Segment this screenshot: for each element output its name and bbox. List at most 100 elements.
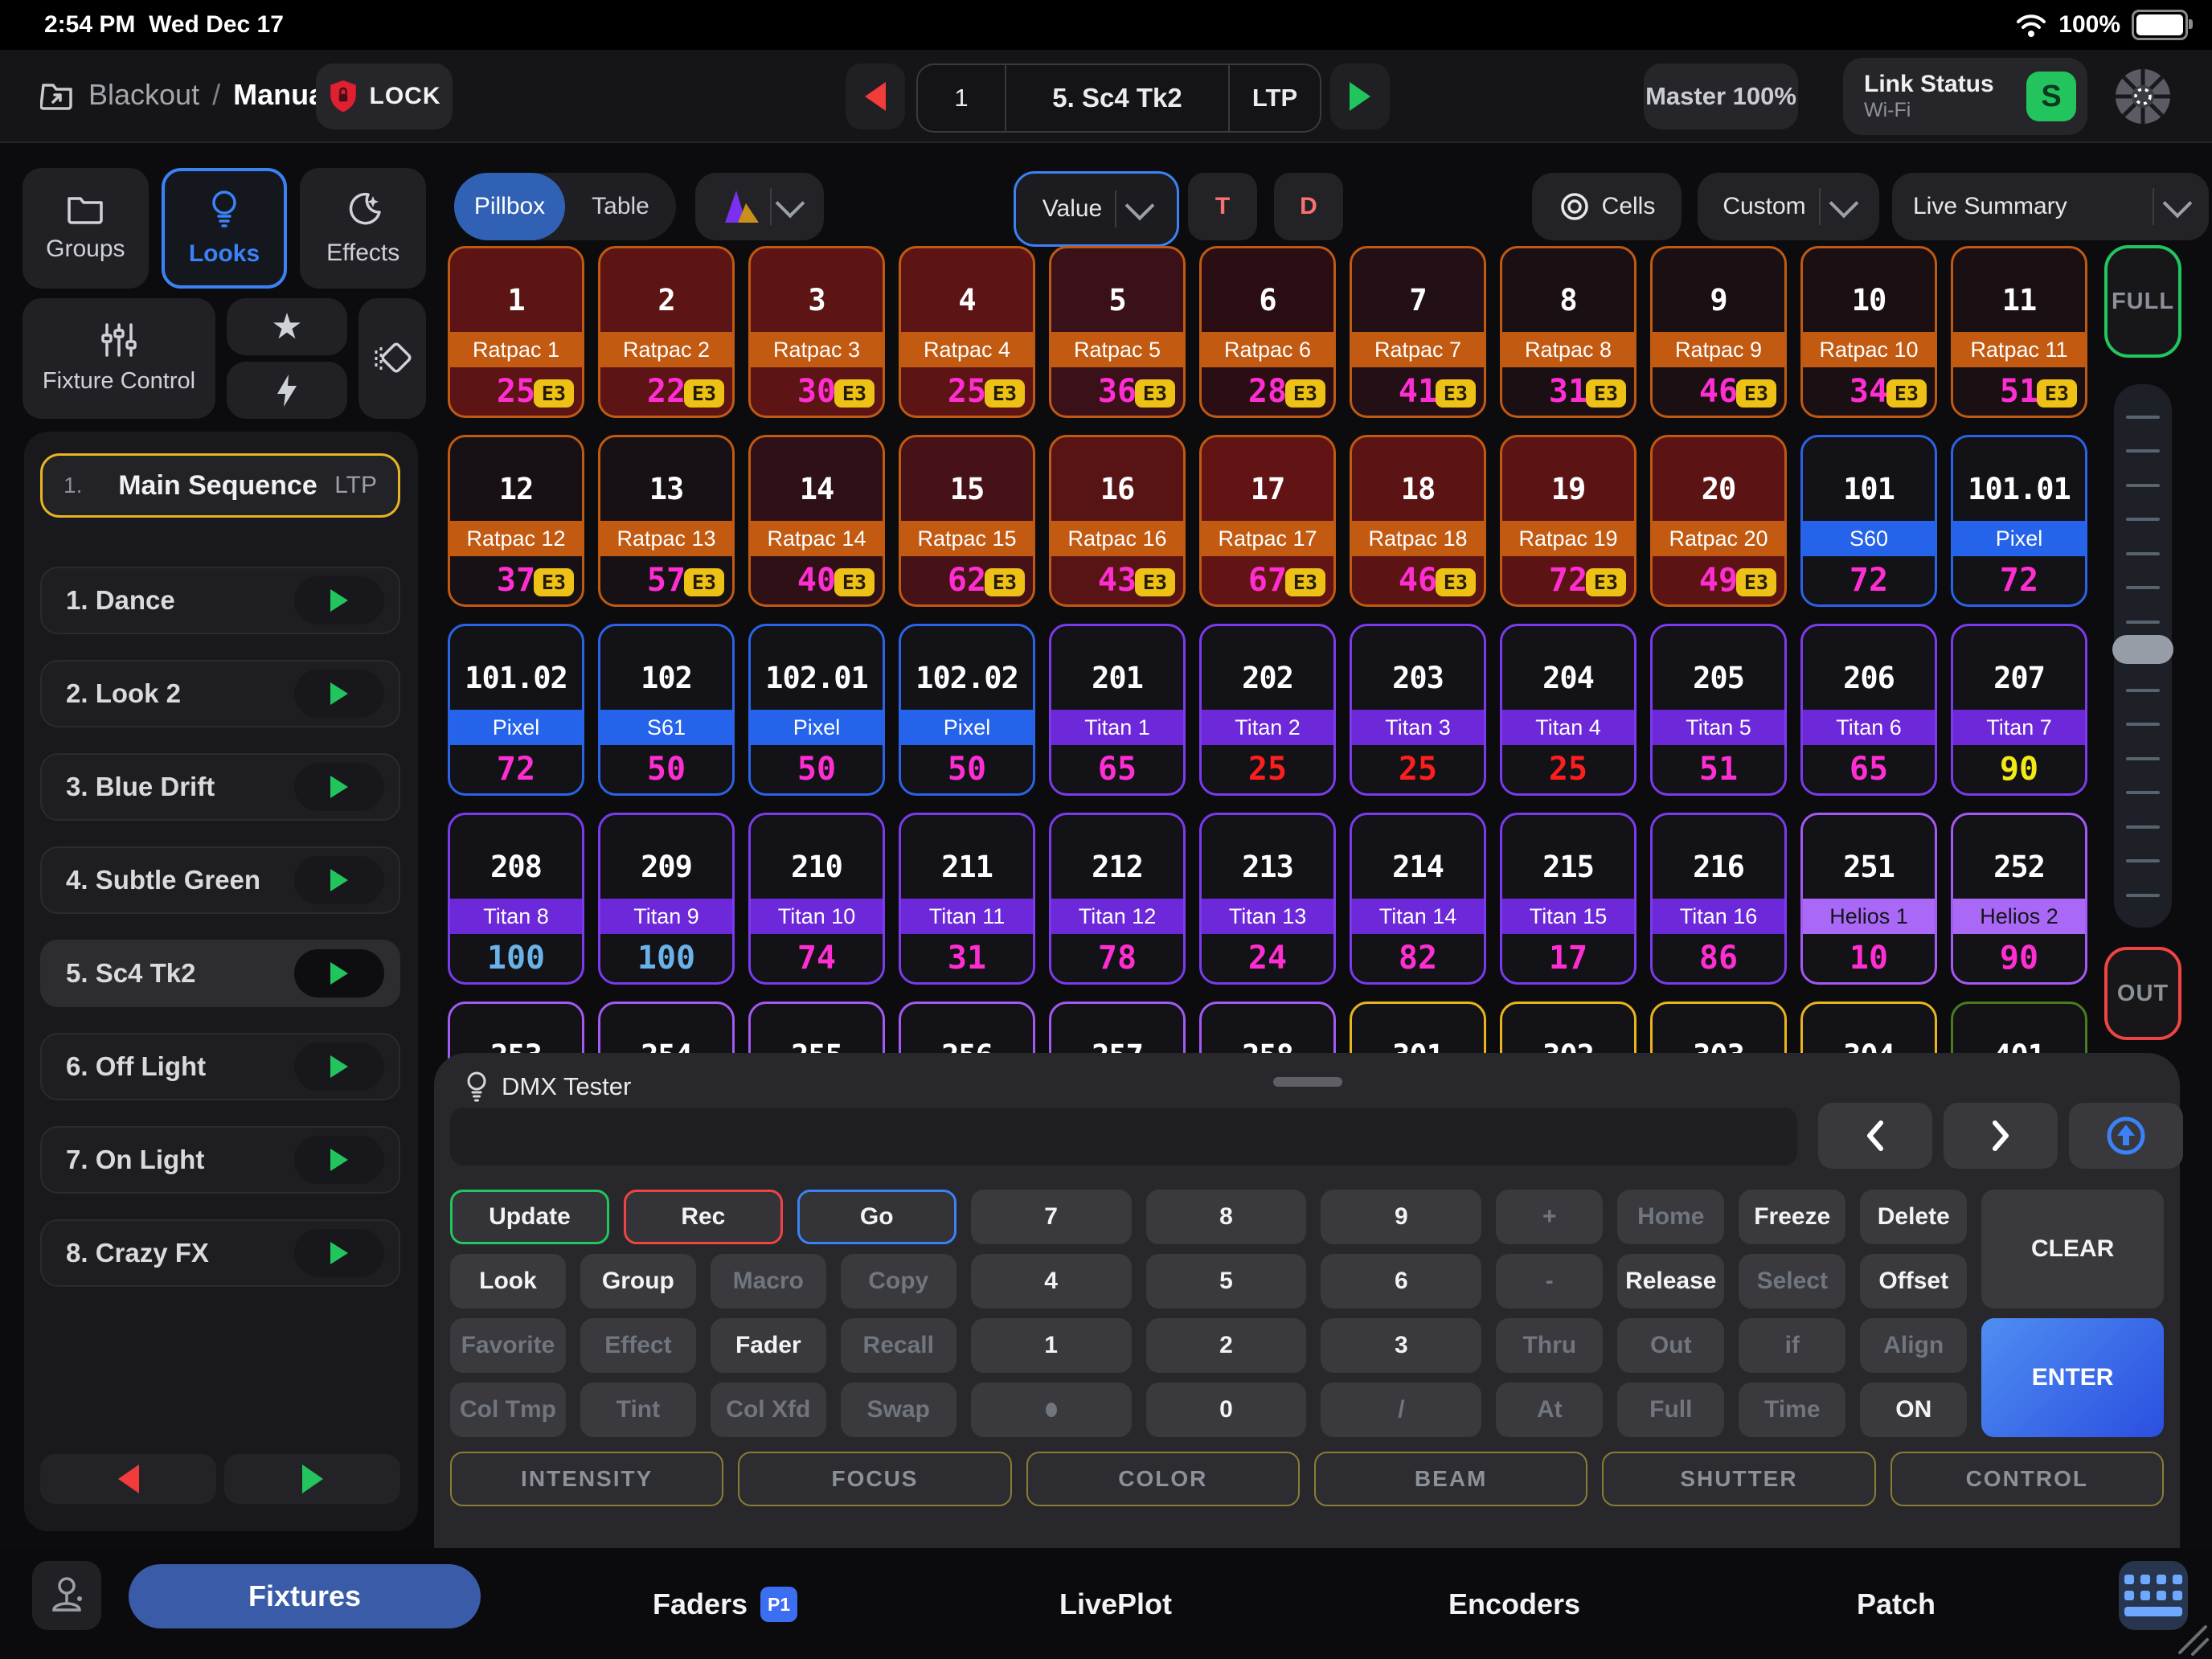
fixture-cell-14[interactable]: 14 Ratpac 14 40 E3 [748, 435, 885, 607]
key-time[interactable]: Time [1739, 1382, 1846, 1437]
fixture-cell-10[interactable]: 10 Ratpac 10 34 E3 [1800, 246, 1937, 418]
key-favorite[interactable]: Favorite [450, 1318, 566, 1373]
key-swap[interactable]: Swap [840, 1382, 956, 1437]
fixture-cell-213[interactable]: 213 Titan 13 24 [1199, 813, 1336, 985]
fixture-cell-201[interactable]: 201 Titan 1 65 [1049, 624, 1186, 796]
cue-item-4[interactable]: 4. Subtle Green [40, 846, 400, 914]
favorites-star-button[interactable]: ★ [227, 298, 347, 355]
key-clear[interactable]: CLEAR [1981, 1190, 2165, 1309]
cue-play-button[interactable] [294, 1043, 384, 1091]
fixture-cell-212[interactable]: 212 Titan 12 78 [1049, 813, 1186, 985]
fixture-cell-18[interactable]: 18 Ratpac 18 46 E3 [1350, 435, 1486, 607]
fixture-control-button[interactable]: Fixture Control [23, 298, 215, 419]
key-2[interactable]: 2 [1145, 1318, 1307, 1373]
fixture-cell-2[interactable]: 2 Ratpac 2 22 E3 [598, 246, 735, 418]
sidebar-tab-looks[interactable]: Looks [161, 168, 288, 289]
live-summary-dropdown[interactable]: Live Summary [1892, 173, 2209, 240]
key-slash[interactable]: / [1321, 1382, 1482, 1437]
nav-tab-fixtures[interactable]: Fixtures [129, 1564, 481, 1628]
cue-play-button[interactable] [294, 1136, 384, 1184]
quick-actions-button[interactable] [227, 362, 347, 419]
fixture-cell-215[interactable]: 215 Titan 15 17 [1500, 813, 1636, 985]
fixture-cell-102.02[interactable]: 102.02 Pixel 50 [899, 624, 1035, 796]
sort-mode-button[interactable] [695, 173, 824, 240]
key-effect[interactable]: Effect [580, 1318, 696, 1373]
view-pillbox-tab[interactable]: Pillbox [454, 173, 565, 240]
sequence-back-button[interactable] [40, 1454, 216, 1504]
key-tint[interactable]: Tint [580, 1382, 696, 1437]
cue-play-button[interactable] [294, 949, 384, 997]
nav-tab-encoders[interactable]: Encoders [1448, 1587, 1581, 1620]
fixture-cell-6[interactable]: 6 Ratpac 6 28 E3 [1199, 246, 1336, 418]
key-if[interactable]: if [1739, 1318, 1846, 1373]
key-select[interactable]: Select [1739, 1254, 1846, 1309]
master-level-button[interactable]: Master 100% [1644, 63, 1798, 129]
cells-visibility-button[interactable]: Cells [1532, 173, 1682, 240]
fixture-cell-206[interactable]: 206 Titan 6 65 [1800, 624, 1937, 796]
fixture-cell-207[interactable]: 207 Titan 7 90 [1951, 624, 2087, 796]
cue-play-button[interactable] [294, 763, 384, 811]
breadcrumb[interactable]: Blackout / Manual [40, 50, 333, 140]
key-0[interactable]: 0 [1145, 1382, 1307, 1437]
palette-shutter[interactable]: SHUTTER [1602, 1452, 1876, 1506]
key-offset[interactable]: Offset [1860, 1254, 1968, 1309]
key-8[interactable]: 8 [1145, 1190, 1307, 1244]
cue-item-5[interactable]: 5. Sc4 Tk2 [40, 940, 400, 1007]
fixture-cell-20[interactable]: 20 Ratpac 20 49 E3 [1650, 435, 1787, 607]
key-7[interactable]: 7 [970, 1190, 1132, 1244]
master-fader-handle[interactable] [2112, 635, 2173, 664]
cue-item-3[interactable]: 3. Blue Drift [40, 753, 400, 821]
fixture-cell-214[interactable]: 214 Titan 14 82 [1350, 813, 1486, 985]
fixture-cell-7[interactable]: 7 Ratpac 7 41 E3 [1350, 246, 1486, 418]
key-6[interactable]: 6 [1321, 1254, 1482, 1309]
fixture-cell-5[interactable]: 5 Ratpac 5 36 E3 [1049, 246, 1186, 418]
cue-play-button[interactable] [294, 576, 384, 625]
key-4[interactable]: 4 [970, 1254, 1132, 1309]
cue-play-button[interactable] [294, 1229, 384, 1277]
fixture-cell-16[interactable]: 16 Ratpac 16 43 E3 [1049, 435, 1186, 607]
key-copy[interactable]: Copy [840, 1254, 956, 1309]
fixture-cell-203[interactable]: 203 Titan 3 25 [1350, 624, 1486, 796]
cue-item-2[interactable]: 2. Look 2 [40, 660, 400, 727]
drag-handle[interactable] [1273, 1077, 1342, 1087]
link-status-button[interactable]: Link Status Wi-Fi S [1843, 58, 2087, 135]
fixture-cell-102.01[interactable]: 102.01 Pixel 50 [748, 624, 885, 796]
cue-item-8[interactable]: 8. Crazy FX [40, 1219, 400, 1287]
nav-tab-faders[interactable]: Faders P1 [653, 1556, 798, 1653]
cue-indicator[interactable]: 1 5. Sc4 Tk2 LTP [916, 63, 1321, 133]
key-align[interactable]: Align [1860, 1318, 1968, 1373]
settings-wheel-icon[interactable] [2106, 59, 2180, 133]
lock-button[interactable]: LOCK [316, 63, 453, 129]
key-1[interactable]: 1 [970, 1318, 1132, 1373]
key-go[interactable]: Go [797, 1190, 956, 1244]
fixture-cell-15[interactable]: 15 Ratpac 15 62 E3 [899, 435, 1035, 607]
fixture-cell-210[interactable]: 210 Titan 10 74 [748, 813, 885, 985]
fixture-cell-209[interactable]: 209 Titan 9 100 [598, 813, 735, 985]
custom-view-dropdown[interactable]: Custom [1698, 173, 1879, 240]
key-look[interactable]: Look [450, 1254, 566, 1309]
palette-color[interactable]: COLOR [1026, 1452, 1300, 1506]
key-macro[interactable]: Macro [710, 1254, 826, 1309]
cue-play-button[interactable] [294, 670, 384, 718]
nav-tab-patch[interactable]: Patch [1857, 1587, 1936, 1620]
fixture-cell-251[interactable]: 251 Helios 1 10 [1800, 813, 1937, 985]
key-release[interactable]: Release [1617, 1254, 1725, 1309]
command-send-button[interactable] [2069, 1103, 2183, 1169]
fixture-cell-3[interactable]: 3 Ratpac 3 30 E3 [748, 246, 885, 418]
key-at[interactable]: At [1496, 1382, 1604, 1437]
key-update[interactable]: Update [450, 1190, 609, 1244]
key-full[interactable]: Full [1617, 1382, 1725, 1437]
fixture-cell-1[interactable]: 1 Ratpac 1 25 E3 [448, 246, 584, 418]
fixture-cell-11[interactable]: 11 Ratpac 11 51 E3 [1951, 246, 2087, 418]
cue-item-1[interactable]: 1. Dance [40, 567, 400, 634]
key-plus[interactable]: + [1496, 1190, 1604, 1244]
sequence-go-button[interactable] [224, 1454, 400, 1504]
fixture-cell-101[interactable]: 101 S60 72 [1800, 435, 1937, 607]
command-next-button[interactable] [1944, 1103, 2058, 1169]
fixture-cell-13[interactable]: 13 Ratpac 13 57 E3 [598, 435, 735, 607]
palette-focus[interactable]: FOCUS [738, 1452, 1012, 1506]
fixture-cell-12[interactable]: 12 Ratpac 12 37 E3 [448, 435, 584, 607]
out-button[interactable]: OUT [2104, 947, 2181, 1040]
cue-item-7[interactable]: 7. On Light [40, 1126, 400, 1194]
palette-control[interactable]: CONTROL [1890, 1452, 2164, 1506]
